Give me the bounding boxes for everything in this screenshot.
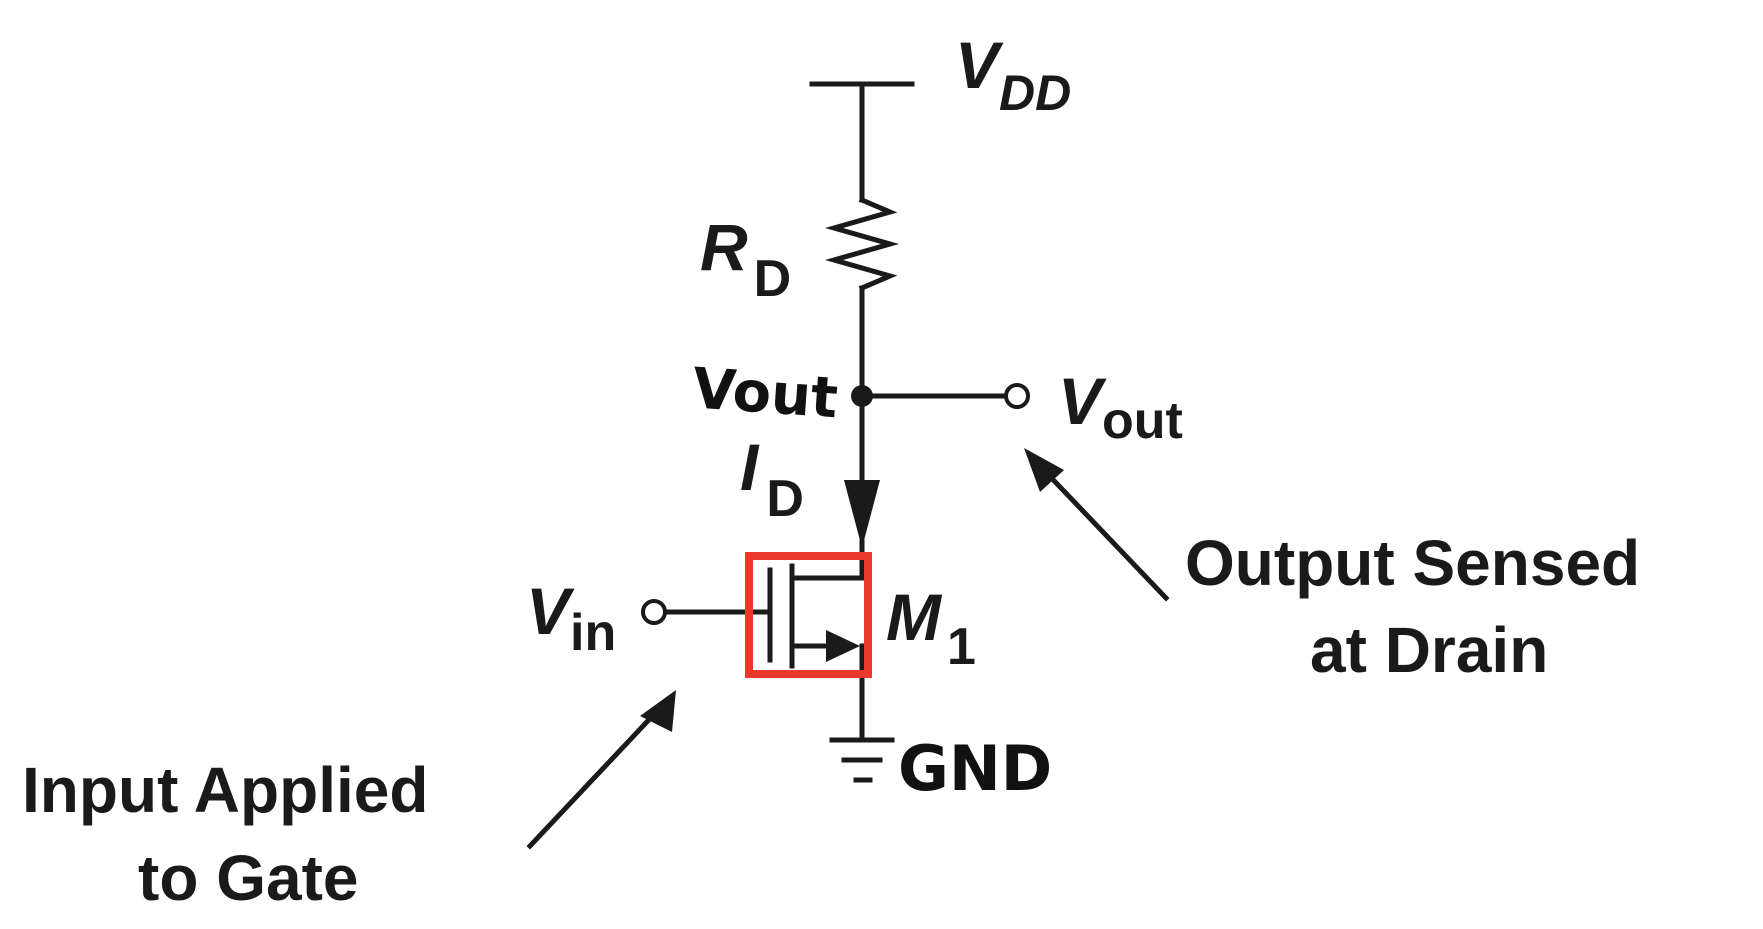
gnd-handwritten: GND: [898, 732, 1052, 805]
nmos-transistor-m1: [651, 553, 865, 743]
resistor-rd: [824, 196, 900, 292]
vin-label: Vin: [526, 574, 616, 662]
vout-terminal: [1004, 383, 1030, 409]
input-annotation-arrow: [526, 704, 664, 850]
output-annotation-line2: at Drain: [1310, 614, 1548, 686]
transistor-highlight-box: [745, 552, 872, 678]
input-arrowhead: [640, 690, 676, 732]
input-annotation-line2: to Gate: [138, 842, 358, 914]
output-arrowhead: [1024, 448, 1064, 492]
vin-terminal: [641, 599, 667, 625]
vdd-label: VDD: [955, 28, 1071, 121]
ground-symbol: [829, 737, 895, 783]
vout-node-handwritten: Vout: [690, 356, 840, 431]
output-annotation-line1: Output Sensed: [1185, 527, 1640, 599]
input-annotation-line1: Input Applied: [22, 754, 428, 826]
vout-terminal-label: Vout: [1058, 364, 1183, 450]
output-annotation-arrow: [1036, 462, 1170, 602]
id-current-arrow: [844, 480, 880, 548]
